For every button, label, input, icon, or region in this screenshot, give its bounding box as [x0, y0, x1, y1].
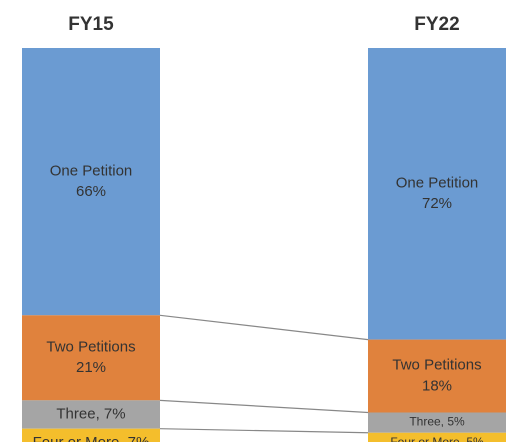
connector-line-three — [159, 428, 369, 434]
column-title-fy22: FY22 — [414, 14, 459, 35]
column-titles: FY15 FY22 — [68, 14, 459, 35]
bar-fy15-one-petition — [22, 48, 160, 316]
segment-labels: One Petition 66% Two Petitions 21% Three, 7%… — [33, 162, 484, 442]
bar-fy22-four-or-more — [368, 432, 506, 442]
column-title-fy15: FY15 — [68, 14, 114, 35]
label-fy15-one-petition: One Petition 66% — [50, 162, 133, 200]
bar-fy22-one-petition — [368, 48, 506, 340]
bar-fy15-two-petitions — [22, 315, 160, 401]
connector-lines — [159, 314, 369, 434]
label-fy22-three: Three, 5% — [409, 415, 465, 429]
bar-segments — [22, 48, 506, 442]
label-fy22-four-or-more: Four or More, 5% — [390, 435, 484, 442]
label-fy15-three: Three, 7% — [56, 405, 125, 422]
bar-fy15-four-or-more — [22, 428, 160, 442]
label-fy15-two-petitions: Two Petitions 21% — [46, 338, 135, 376]
label-fy22-two-petitions: Two Petitions 18% — [392, 357, 481, 395]
bar-fy22-three — [368, 412, 506, 433]
connector-line-two-petitions — [159, 399, 369, 414]
bar-fy22-two-petitions — [368, 339, 506, 413]
label-fy22-one-petition: One Petition 72% — [396, 174, 479, 212]
bar-fy15-three — [22, 400, 160, 429]
connector-line-one-petition — [159, 314, 369, 341]
label-fy15-four-or-more: Four or More, 7% — [33, 434, 150, 442]
